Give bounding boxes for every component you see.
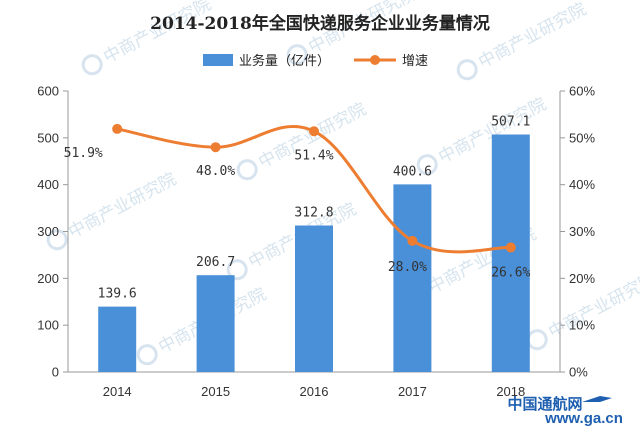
- bar: [98, 306, 137, 372]
- brand-name: 中国通航网: [507, 395, 582, 413]
- line-series: 51.9% 48.0% 51.4% 28.0% 26.6%: [64, 123, 531, 280]
- watermark-logo-icon: [456, 59, 478, 81]
- bar-value-label: 139.6: [98, 287, 137, 302]
- legend-line-marker: [370, 55, 380, 65]
- watermark: 中商产业研究院: [236, 99, 370, 181]
- line-value-label: 26.6%: [491, 265, 530, 280]
- line-value-label: 28.0%: [388, 260, 427, 275]
- line-point: [210, 142, 221, 153]
- line-value-label: 51.4%: [294, 148, 333, 163]
- legend-bar-swatch: [203, 54, 233, 66]
- watermark: 中商产业研究院: [81, 0, 215, 76]
- y-axis-left: 0 100 200 300 400 500 600: [37, 84, 69, 380]
- x-tick-label: 2014: [103, 384, 132, 399]
- watermark-text: 中商产业研究院: [475, 0, 589, 73]
- y-left-tick-label: 200: [37, 271, 59, 286]
- y-right-tick-label: 40%: [569, 177, 595, 192]
- y-right-tick-label: 10%: [569, 318, 595, 333]
- watermark-logo-icon: [46, 229, 68, 251]
- x-tick-label: 2016: [300, 384, 329, 399]
- bar: [393, 184, 432, 372]
- line-point: [309, 126, 319, 137]
- y-right-tick-label: 60%: [569, 84, 595, 99]
- x-tick-label: 2015: [201, 384, 230, 399]
- brand-logo: 中国通航网 www.ga.cn: [507, 395, 622, 427]
- legend: 业务量（亿件） 增速: [203, 53, 428, 69]
- watermark-logo-icon: [416, 154, 438, 176]
- y-left-tick-label: 600: [37, 84, 59, 99]
- y-right-tick-label: 20%: [569, 271, 595, 286]
- line-point: [112, 123, 123, 134]
- watermark: 中商产业研究院: [226, 199, 360, 281]
- y-right-tick-label: 50%: [569, 130, 595, 145]
- y-right-tick-label: 0%: [569, 365, 588, 380]
- bar-value-label: 400.6: [393, 164, 432, 179]
- bar: [196, 275, 235, 372]
- bar: [491, 134, 530, 372]
- y-left-tick-label: 300: [37, 224, 59, 239]
- line-point: [407, 235, 418, 246]
- watermark-logo-icon: [81, 54, 103, 76]
- line-value-label: 48.0%: [196, 164, 235, 179]
- watermark-logo-icon: [286, 44, 308, 66]
- y-right-tick-label: 30%: [569, 224, 595, 239]
- x-axis: 2014 2015 2016 2017 2018: [68, 371, 560, 399]
- bar-series: 139.6 206.7 312.8 400.6 507.1: [98, 115, 530, 372]
- watermark: 中商产业研究院: [46, 169, 180, 251]
- y-axis-right: 0% 10% 20% 30% 40% 50% 60%: [559, 84, 595, 380]
- x-tick-label: 2018: [496, 384, 525, 399]
- x-tick-label: 2017: [398, 384, 427, 399]
- watermark-text: 中商产业研究院: [65, 169, 179, 243]
- y-left-tick-label: 0: [52, 365, 59, 380]
- y-left-tick-label: 400: [37, 177, 59, 192]
- brand-url: www.ga.cn: [544, 410, 623, 427]
- bar-value-label: 507.1: [491, 115, 530, 130]
- plane-icon: [582, 396, 612, 402]
- legend-line-label: 增速: [402, 54, 428, 69]
- chart-title: 2014-2018年全国快递服务企业业务量情况: [150, 13, 490, 34]
- legend-bar-label: 业务量（亿件）: [239, 53, 330, 69]
- bar-value-label: 206.7: [196, 255, 235, 270]
- bar: [295, 225, 333, 372]
- y-left-tick-label: 100: [37, 318, 59, 333]
- watermark-logo-icon: [136, 344, 158, 366]
- watermark-logo-icon: [236, 159, 258, 181]
- watermark: 中商产业研究院: [456, 0, 590, 81]
- line-point: [505, 242, 516, 253]
- line-value-label: 51.9%: [64, 146, 103, 161]
- watermark-logo-icon: [226, 259, 248, 281]
- bar-value-label: 312.8: [294, 206, 333, 221]
- y-left-tick-label: 500: [37, 130, 59, 145]
